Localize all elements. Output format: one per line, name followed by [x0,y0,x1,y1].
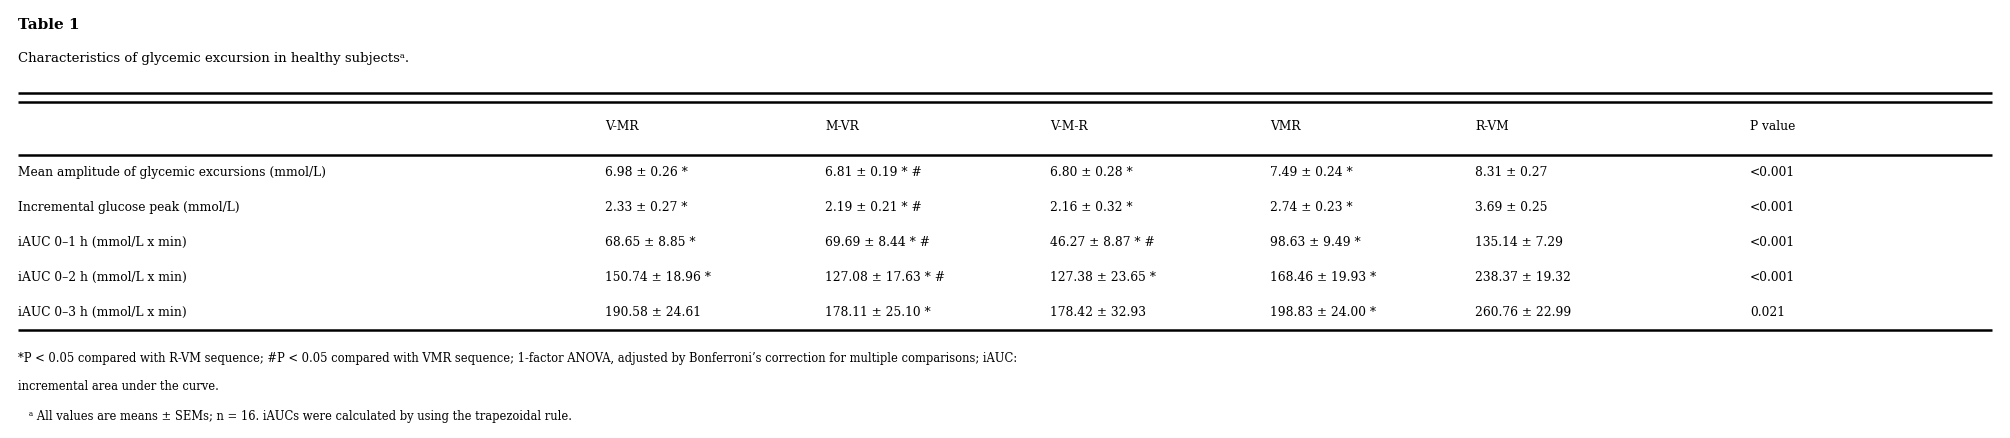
Text: 2.16 ± 0.32 *: 2.16 ± 0.32 * [1049,201,1132,214]
Text: 2.19 ± 0.21 * #: 2.19 ± 0.21 * # [824,201,923,214]
Text: Characteristics of glycemic excursion in healthy subjectsᵃ.: Characteristics of glycemic excursion in… [18,52,410,65]
Text: 178.42 ± 32.93: 178.42 ± 32.93 [1049,306,1146,319]
Text: 6.98 ± 0.26 *: 6.98 ± 0.26 * [605,166,687,179]
Text: Incremental glucose peak (mmol/L): Incremental glucose peak (mmol/L) [18,201,239,214]
Text: 6.80 ± 0.28 *: 6.80 ± 0.28 * [1049,166,1134,179]
Text: 2.74 ± 0.23 *: 2.74 ± 0.23 * [1270,201,1353,214]
Text: R-VM: R-VM [1475,120,1510,134]
Text: <0.001: <0.001 [1751,166,1795,179]
Text: Table 1: Table 1 [18,18,80,32]
Text: V-M-R: V-M-R [1049,120,1087,134]
Text: 135.14 ± 7.29: 135.14 ± 7.29 [1475,236,1564,249]
Text: <0.001: <0.001 [1751,271,1795,284]
Text: 127.38 ± 23.65 *: 127.38 ± 23.65 * [1049,271,1156,284]
Text: 127.08 ± 17.63 * #: 127.08 ± 17.63 * # [824,271,945,284]
Text: iAUC 0–3 h (mmol/L x min): iAUC 0–3 h (mmol/L x min) [18,306,187,319]
Text: iAUC 0–2 h (mmol/L x min): iAUC 0–2 h (mmol/L x min) [18,271,187,284]
Text: 150.74 ± 18.96 *: 150.74 ± 18.96 * [605,271,712,284]
Text: 168.46 ± 19.93 *: 168.46 ± 19.93 * [1270,271,1377,284]
Text: P value: P value [1751,120,1795,134]
Text: Mean amplitude of glycemic excursions (mmol/L): Mean amplitude of glycemic excursions (m… [18,166,326,179]
Text: V-MR: V-MR [605,120,639,134]
Text: VMR: VMR [1270,120,1300,134]
Text: iAUC 0–1 h (mmol/L x min): iAUC 0–1 h (mmol/L x min) [18,236,187,249]
Text: <0.001: <0.001 [1751,201,1795,214]
Text: 46.27 ± 8.87 * #: 46.27 ± 8.87 * # [1049,236,1156,249]
Text: 198.83 ± 24.00 *: 198.83 ± 24.00 * [1270,306,1377,319]
Text: M-VR: M-VR [824,120,858,134]
Text: 178.11 ± 25.10 *: 178.11 ± 25.10 * [824,306,931,319]
Text: 260.76 ± 22.99: 260.76 ± 22.99 [1475,306,1572,319]
Text: 190.58 ± 24.61: 190.58 ± 24.61 [605,306,701,319]
Text: 8.31 ± 0.27: 8.31 ± 0.27 [1475,166,1548,179]
Text: incremental area under the curve.: incremental area under the curve. [18,380,219,393]
Text: ᵃ All values are means ± SEMs; n = 16. iAUCs were calculated by using the trapez: ᵃ All values are means ± SEMs; n = 16. i… [18,410,573,423]
Text: 69.69 ± 8.44 * #: 69.69 ± 8.44 * # [824,236,931,249]
Text: 2.33 ± 0.27 *: 2.33 ± 0.27 * [605,201,687,214]
Text: *P < 0.05 compared with R-VM sequence; #P < 0.05 compared with VMR sequence; 1-f: *P < 0.05 compared with R-VM sequence; #… [18,352,1017,365]
Text: 98.63 ± 9.49 *: 98.63 ± 9.49 * [1270,236,1361,249]
Text: 3.69 ± 0.25: 3.69 ± 0.25 [1475,201,1548,214]
Text: 7.49 ± 0.24 *: 7.49 ± 0.24 * [1270,166,1353,179]
Text: 238.37 ± 19.32: 238.37 ± 19.32 [1475,271,1572,284]
Text: <0.001: <0.001 [1751,236,1795,249]
Text: 0.021: 0.021 [1751,306,1785,319]
Text: 68.65 ± 8.85 *: 68.65 ± 8.85 * [605,236,695,249]
Text: 6.81 ± 0.19 * #: 6.81 ± 0.19 * # [824,166,923,179]
